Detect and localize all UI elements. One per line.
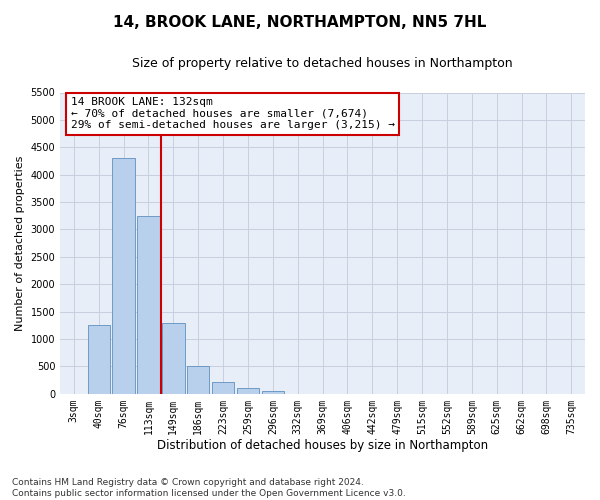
Title: Size of property relative to detached houses in Northampton: Size of property relative to detached ho…: [132, 58, 513, 70]
Bar: [187, 366, 209, 394]
Bar: [162, 322, 185, 394]
Text: 14 BROOK LANE: 132sqm
← 70% of detached houses are smaller (7,674)
29% of semi-d: 14 BROOK LANE: 132sqm ← 70% of detached …: [71, 97, 395, 130]
Bar: [212, 382, 234, 394]
Text: Contains HM Land Registry data © Crown copyright and database right 2024.
Contai: Contains HM Land Registry data © Crown c…: [12, 478, 406, 498]
X-axis label: Distribution of detached houses by size in Northampton: Distribution of detached houses by size …: [157, 440, 488, 452]
Bar: [237, 388, 259, 394]
Bar: [262, 390, 284, 394]
Y-axis label: Number of detached properties: Number of detached properties: [15, 156, 25, 331]
Text: 14, BROOK LANE, NORTHAMPTON, NN5 7HL: 14, BROOK LANE, NORTHAMPTON, NN5 7HL: [113, 15, 487, 30]
Bar: [112, 158, 135, 394]
Bar: [137, 216, 160, 394]
Bar: [88, 326, 110, 394]
